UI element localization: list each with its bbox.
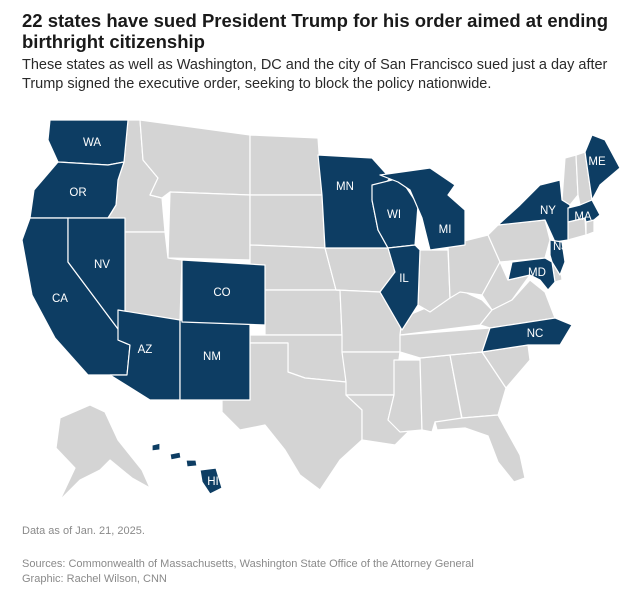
state-ar xyxy=(341,351,401,396)
label-wa: WA xyxy=(83,137,101,149)
state-hi-2 xyxy=(169,451,182,461)
label-mn: MN xyxy=(336,181,354,193)
chart-subtitle: These states as well as Washington, DC a… xyxy=(22,57,608,92)
label-co: CO xyxy=(213,287,230,299)
state-md xyxy=(507,257,556,291)
label-nm: NM xyxy=(203,351,221,363)
state-nc xyxy=(481,317,573,353)
label-il: IL xyxy=(399,273,409,285)
state-hi-1 xyxy=(151,442,161,452)
state-mt xyxy=(139,119,251,199)
chart-title: 22 states have sued President Trump for … xyxy=(22,10,609,52)
state-co xyxy=(181,259,266,326)
state-il xyxy=(379,244,421,331)
label-ca: CA xyxy=(52,293,68,305)
us-states-map: WA OR CA NV AZ NM CO MN WI MI IL NY ME M… xyxy=(21,119,621,501)
label-nj: NJ xyxy=(553,241,567,253)
state-vt xyxy=(561,154,579,206)
state-sd xyxy=(249,194,326,249)
state-ak xyxy=(55,404,151,501)
label-ny: NY xyxy=(540,205,556,217)
state-fl xyxy=(434,414,526,483)
label-az: AZ xyxy=(138,344,153,356)
state-ks xyxy=(264,289,343,336)
label-hi: HI xyxy=(207,476,219,488)
label-or: OR xyxy=(69,187,86,199)
graphic-credit: Graphic: Rachel Wilson, CNN xyxy=(22,573,167,585)
other-states-group xyxy=(55,119,595,501)
state-tx xyxy=(221,342,363,491)
label-ma: MA xyxy=(574,211,592,223)
state-wy xyxy=(167,191,251,261)
state-or xyxy=(29,161,125,219)
label-nv: NV xyxy=(94,259,110,271)
label-mi: MI xyxy=(439,224,452,236)
sued-states-group xyxy=(21,119,621,495)
label-wi: WI xyxy=(387,209,401,221)
state-nj xyxy=(549,239,566,276)
state-hi-4 xyxy=(199,467,223,495)
label-md: MD xyxy=(528,267,546,279)
label-nc: NC xyxy=(527,328,544,340)
state-mi xyxy=(379,167,466,251)
label-me: ME xyxy=(588,156,606,168)
sources-note: Sources: Commonwealth of Massachusetts, … xyxy=(22,558,474,570)
state-nd xyxy=(249,134,323,196)
state-hi-3 xyxy=(185,459,198,468)
state-ma xyxy=(567,199,601,223)
state-labels-group: WA OR CA NV AZ NM CO MN WI MI IL NY ME M… xyxy=(52,137,606,488)
state-ny xyxy=(497,179,571,243)
data-date-note: Data as of Jan. 21, 2025. xyxy=(22,525,145,537)
state-pa xyxy=(487,219,551,263)
